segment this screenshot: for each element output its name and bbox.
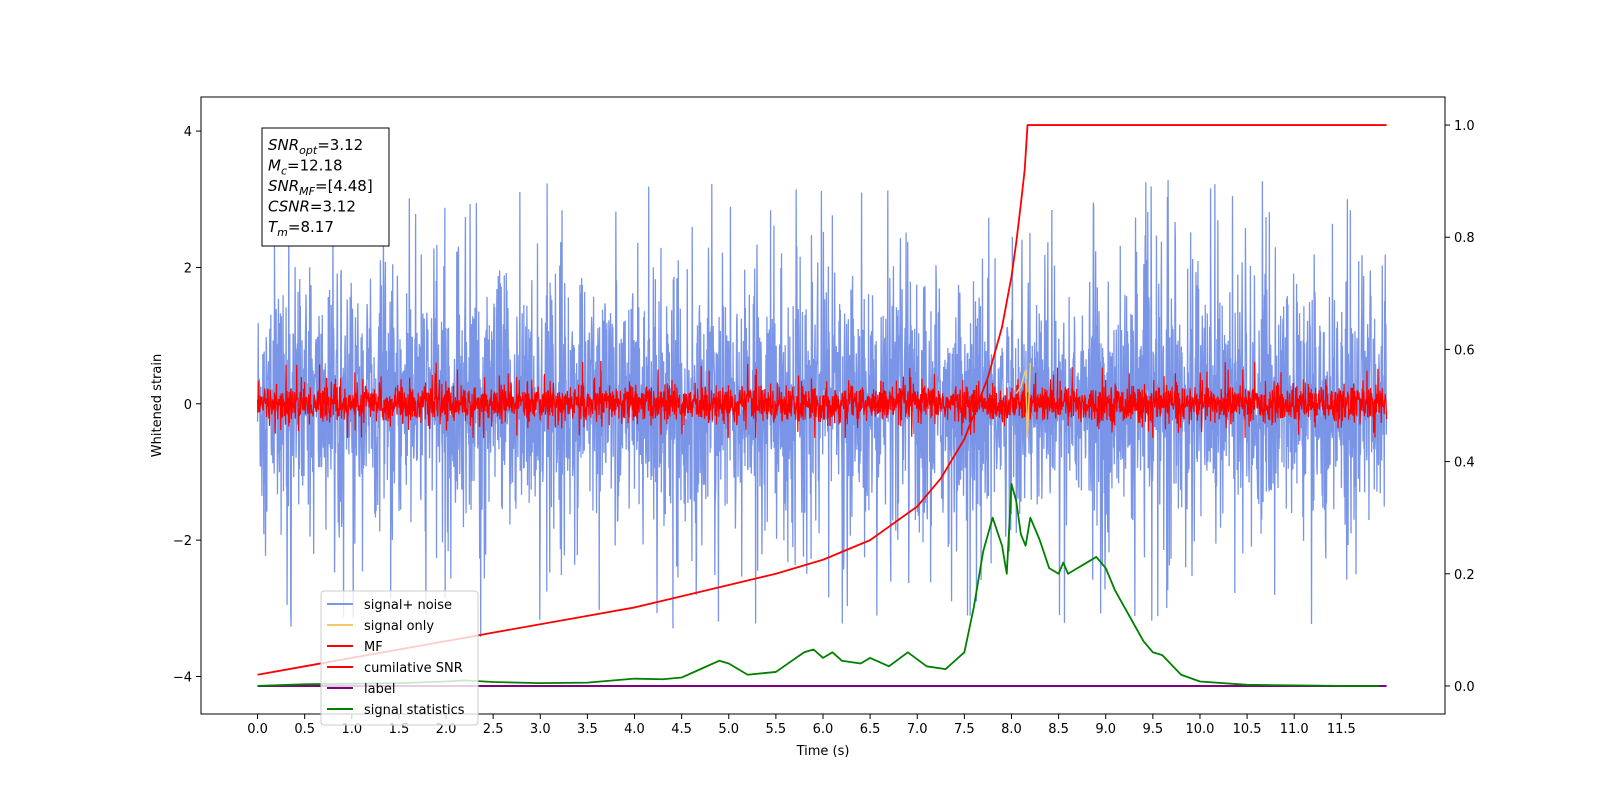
- annotation-box-frame: [261, 127, 390, 247]
- x-tick-label: 10.5: [1233, 722, 1262, 737]
- x-tick-label: 1.0: [341, 722, 362, 737]
- y-tick-label: 2: [184, 261, 192, 276]
- x-tick-label: 4.5: [671, 722, 692, 737]
- series-mf-line: [256, 361, 1388, 438]
- x-tick-label: 2.5: [483, 722, 504, 737]
- x-tick-label: 0.0: [247, 722, 268, 737]
- legend-frame: [320, 590, 479, 726]
- x-tick-label: 9.5: [1143, 722, 1164, 737]
- x-tick-label: 10.0: [1185, 722, 1214, 737]
- x-tick-label: 7.0: [907, 722, 928, 737]
- y2-tick-label: 1.0: [1454, 119, 1475, 134]
- x-tick-label: 5.5: [766, 722, 787, 737]
- legend-entry-label: label: [364, 682, 395, 697]
- x-tick-label: 7.5: [954, 722, 975, 737]
- y2-tick-label: 0.8: [1454, 231, 1475, 246]
- legend-entry-label: cumilative SNR: [364, 661, 463, 676]
- tick-marks: 0.0 0.5 1.0 1.5 2.0 2.5 3.0 3.5 4.0 4.5 5.0 5.5 6.0 6…: [173, 119, 1475, 737]
- x-tick-label: 1.5: [389, 722, 410, 737]
- x-tick-label: 11.5: [1327, 722, 1356, 737]
- y-tick-label: −4: [173, 671, 192, 686]
- annotation-line: SNRMF=[4.48]: [268, 177, 373, 198]
- legend-entry-label: MF: [364, 640, 383, 655]
- x-axis-label: Time (s): [796, 744, 850, 759]
- x-tick-label: 5.0: [718, 722, 739, 737]
- legend-entry-label: signal+ noise: [364, 598, 452, 613]
- annotation-line: Mc=12.18: [268, 157, 343, 178]
- x-tick-label: 11.0: [1280, 722, 1309, 737]
- x-tick-label: 2.0: [436, 722, 457, 737]
- y2-tick-label: 0.4: [1454, 456, 1475, 471]
- y2-tick-label: 0.0: [1454, 680, 1475, 695]
- annotation-line: Tm=8.17: [268, 218, 334, 239]
- legend-entry-label: signal statistics: [364, 703, 465, 718]
- x-tick-label: 6.0: [813, 722, 834, 737]
- x-tick-label: 8.0: [1001, 722, 1022, 737]
- y-tick-label: 0: [184, 398, 192, 413]
- annotation-line: CSNR=3.12: [268, 198, 356, 216]
- x-tick-label: 0.5: [294, 722, 315, 737]
- series-signal-statistics-line: [257, 483, 1380, 687]
- x-tick-label: 4.0: [624, 722, 645, 737]
- annotation-line: SNRopt=3.12: [268, 136, 363, 157]
- annotation-box: SNRopt=3.12Mc=12.18SNRMF=[4.48]CSNR=3.12…: [261, 127, 390, 247]
- y-tick-label: 4: [184, 125, 192, 140]
- x-tick-label: 3.0: [530, 722, 551, 737]
- y2-tick-label: 0.6: [1454, 343, 1475, 358]
- series-signal-only-line: [1015, 362, 1032, 438]
- x-tick-label: 8.5: [1048, 722, 1069, 737]
- y-axis-label: Whitened strain: [150, 354, 165, 457]
- legend: signal+ noise signal only MF cumilative SNR…: [320, 590, 479, 726]
- x-tick-label: 3.5: [577, 722, 598, 737]
- x-tick-label: 6.5: [860, 722, 881, 737]
- y2-tick-label: 0.2: [1454, 568, 1475, 583]
- x-tick-label: 9.0: [1095, 722, 1116, 737]
- legend-entry-label: signal only: [364, 619, 434, 634]
- y-tick-label: −2: [173, 534, 192, 549]
